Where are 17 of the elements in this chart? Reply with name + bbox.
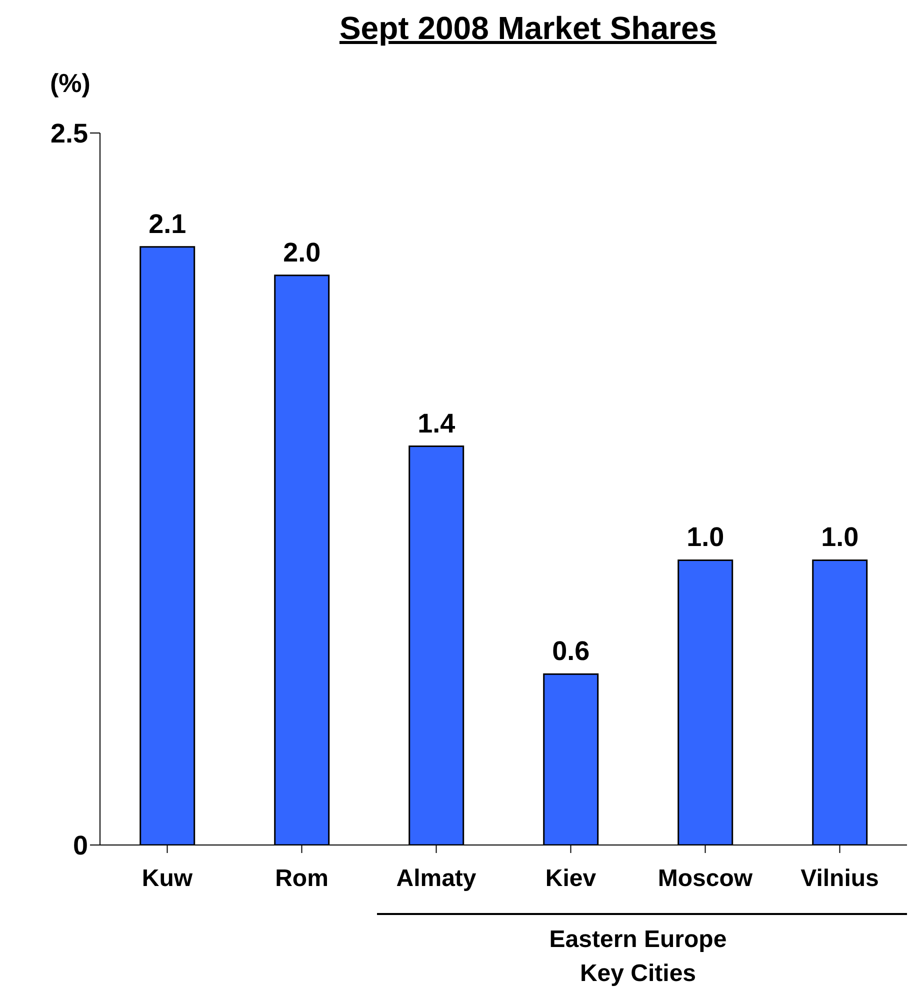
data-label: 2.0 — [283, 237, 321, 268]
chart-title: Sept 2008 Market Shares — [338, 10, 718, 47]
y-tick-label: 2.5 — [50, 118, 88, 149]
x-tick-label: Moscow — [658, 865, 753, 892]
data-label: 0.6 — [552, 636, 590, 666]
y-tick-label: 0 — [72, 830, 88, 861]
data-label: 2.1 — [148, 208, 186, 239]
text: Eastern Europe Key Cities — [548, 925, 728, 989]
x-tick-label: Kiev — [545, 865, 597, 892]
x-tick-label: Kuw — [142, 865, 193, 892]
x-tick-label: Rom — [275, 865, 328, 892]
y-axis-title: (%) — [50, 68, 90, 99]
x-tick-label: Almaty — [396, 865, 477, 892]
x-tick-label: Vilnius — [800, 865, 879, 892]
data-label: 1.0 — [821, 522, 859, 552]
data-label: 1.0 — [686, 522, 724, 552]
data-label: 1.4 — [418, 408, 456, 438]
